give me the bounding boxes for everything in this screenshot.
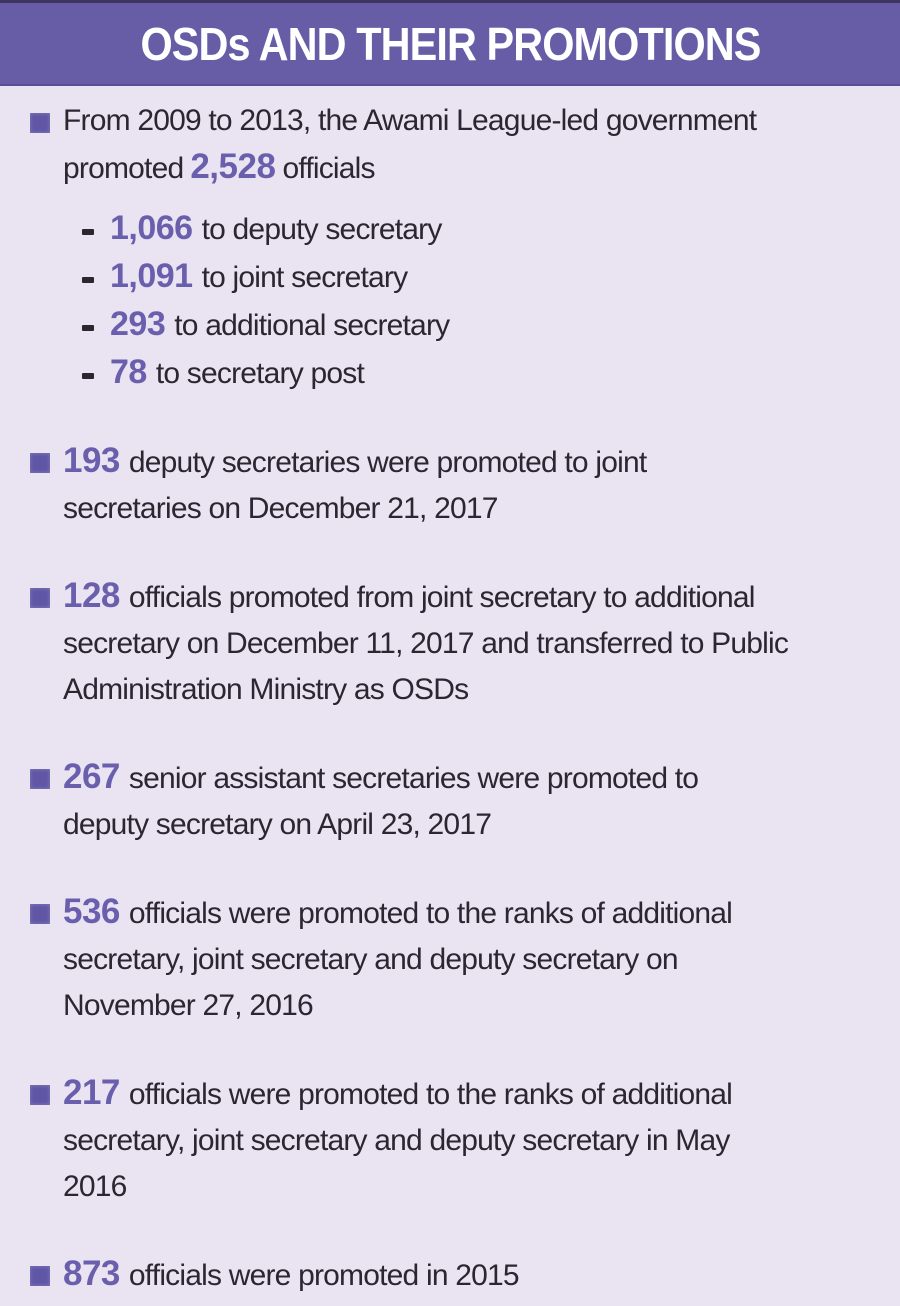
square-bullet-icon: [30, 1085, 50, 1105]
sub-bullet-deputy-secretary: 1,066 to deputy secretary: [63, 205, 882, 253]
bullet-item-267-promoted: 267 senior assistant secretaries were pro…: [30, 754, 882, 848]
sub-bullet-list: 1,066 to deputy secretary 1,091 to joint s…: [63, 205, 882, 397]
bullet-text: 193 deputy secretaries were promoted to j…: [63, 438, 882, 532]
highlight-number: 1,091: [110, 257, 193, 295]
highlight-number: 1,066: [110, 209, 193, 247]
highlight-number: 873: [63, 1254, 120, 1293]
highlight-number: 78: [110, 353, 147, 391]
dash-bullet-icon: [82, 373, 94, 379]
highlight-number: 128: [63, 576, 120, 615]
square-bullet-icon: [30, 113, 50, 133]
page-title: OSDs AND THEIR PROMOTIONS: [139, 17, 761, 70]
bullet-text: 267 senior assistant secretaries were pro…: [63, 754, 882, 848]
bullet-text: 217 officials were promoted to the ranks …: [63, 1070, 882, 1210]
sub-bullet-text: to deputy secretary: [201, 213, 443, 246]
square-bullet-icon: [30, 588, 50, 608]
content-area: From 2009 to 2013, the Awami League-led …: [0, 86, 900, 1299]
square-bullet-icon: [30, 1266, 50, 1286]
bullet-text: 128 officials promoted from joint secreta…: [63, 573, 882, 713]
bullet-text-post: officials were promoted to the ranks of …: [63, 897, 733, 1022]
bullet-text-post: officials were promoted in 2015: [128, 1259, 520, 1292]
bullet-text: 536 officials were promoted to the ranks …: [63, 889, 882, 1029]
dash-bullet-icon: [82, 277, 94, 283]
bullet-item-promotions-2009-2013: From 2009 to 2013, the Awami League-led …: [30, 98, 882, 397]
sub-bullet-secretary-post: 78 to secretary post: [63, 349, 882, 397]
bullet-text-post: senior assistant secretaries were promot…: [63, 762, 699, 841]
bullet-text: 873 officials were promoted in 2015: [63, 1251, 882, 1299]
bullet-text-post: officials: [282, 152, 375, 185]
highlight-number: 193: [63, 441, 120, 480]
bullet-item-536-promoted: 536 officials were promoted to the ranks …: [30, 889, 882, 1029]
highlight-number: 293: [110, 305, 166, 343]
sub-bullet-text: to secretary post: [155, 357, 365, 390]
highlight-number: 2,528: [190, 147, 276, 186]
bullet-item-217-promoted: 217 officials were promoted to the ranks …: [30, 1070, 882, 1210]
bullet-text-post: officials were promoted to the ranks of …: [63, 1078, 733, 1203]
dash-bullet-icon: [82, 325, 94, 331]
square-bullet-icon: [30, 769, 50, 789]
sub-bullet-joint-secretary: 1,091 to joint secretary: [63, 253, 882, 301]
bullet-item-128-promoted: 128 officials promoted from joint secreta…: [30, 573, 882, 713]
bullet-item-873-promoted: 873 officials were promoted in 2015: [30, 1251, 882, 1299]
highlight-number: 536: [63, 892, 120, 931]
header-band: OSDs AND THEIR PROMOTIONS: [0, 0, 900, 86]
highlight-number: 267: [63, 757, 120, 796]
bullet-text-post: officials promoted from joint secretary …: [63, 581, 789, 706]
bullet-text-pre: From 2009 to 2013, the Awami League-led …: [63, 104, 757, 185]
square-bullet-icon: [30, 904, 50, 924]
sub-bullet-additional-secretary: 293 to additional secretary: [63, 301, 882, 349]
bullet-item-193-promoted: 193 deputy secretaries were promoted to j…: [30, 438, 882, 532]
bullet-text: From 2009 to 2013, the Awami League-led …: [63, 98, 882, 192]
bullet-text-post: deputy secretaries were promoted to join…: [63, 446, 647, 525]
highlight-number: 217: [63, 1073, 120, 1112]
square-bullet-icon: [30, 453, 50, 473]
dash-bullet-icon: [82, 229, 94, 235]
sub-bullet-text: to joint secretary: [201, 261, 409, 294]
sub-bullet-text: to additional secretary: [174, 309, 450, 342]
